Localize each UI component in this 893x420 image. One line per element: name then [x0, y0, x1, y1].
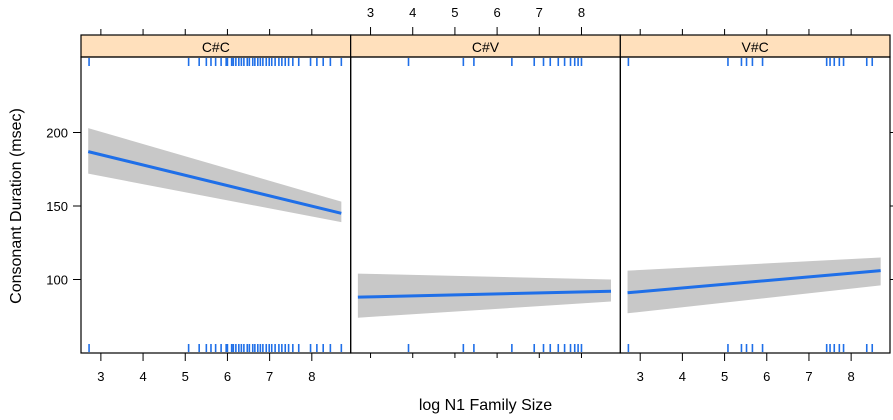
confidence-band [88, 128, 342, 223]
x-tick-label-top: 4 [409, 5, 416, 20]
x-tick-label-bottom: 7 [805, 369, 812, 384]
x-tick-label-bottom: 4 [679, 369, 686, 384]
x-tick-label-top: 5 [451, 5, 458, 20]
strip-label: V#C [742, 39, 769, 55]
panel-v-c: V#C [619, 34, 891, 354]
fit-line [87, 150, 342, 215]
x-tick-label-bottom: 3 [637, 369, 644, 384]
fit-line [357, 289, 612, 299]
y-tick-label: 150 [46, 199, 68, 214]
fit-line [627, 269, 881, 295]
panel-c-c: C#C [80, 34, 352, 354]
panel-border [619, 56, 891, 354]
confidence-band [627, 257, 881, 314]
y-tick-label: 200 [46, 126, 68, 141]
x-tick-label-bottom: 6 [224, 369, 231, 384]
panel-c-v: C#V [350, 34, 621, 354]
y-tick-label: 100 [46, 273, 68, 288]
x-axis-title: log N1 Family Size [419, 397, 552, 414]
y-axis-title: Consonant Duration (msec) [8, 108, 25, 304]
x-tick-label-top: 8 [578, 5, 585, 20]
x-tick-label-bottom: 6 [763, 369, 770, 384]
x-tick-label-bottom: 7 [266, 369, 273, 384]
x-tick-label-top: 6 [493, 5, 500, 20]
x-tick-label-bottom: 8 [308, 369, 315, 384]
x-tick-label-bottom: 4 [139, 369, 146, 384]
x-tick-label-top: 3 [367, 5, 374, 20]
x-tick-label-bottom: 3 [97, 369, 104, 384]
axes-layer: 3 4 5 6 7 8 3 4 5 6 7 8 3 4 5 6 7 8 100 150 200 [46, 5, 893, 384]
x-tick-label-top: 7 [536, 5, 543, 20]
x-tick-label-bottom: 8 [848, 369, 855, 384]
x-tick-label-bottom: 5 [721, 369, 728, 384]
panels-layer: C#C C#V V#C [80, 34, 891, 354]
x-tick-label-bottom: 5 [182, 369, 189, 384]
strip-label: C#V [472, 39, 500, 55]
strip-label: C#C [202, 39, 230, 55]
